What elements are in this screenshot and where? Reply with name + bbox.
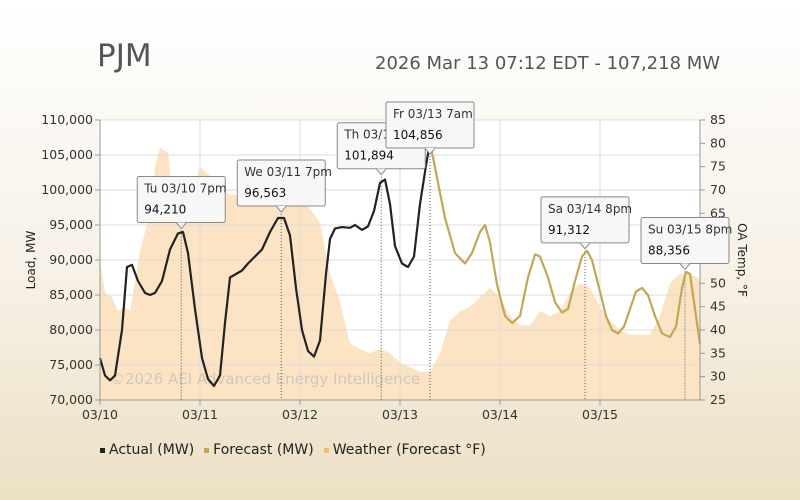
peak-tooltip-label: Su 03/15 8pm bbox=[648, 223, 732, 237]
y2-tick-label: 30 bbox=[710, 369, 726, 384]
peak-tooltip-label: We 03/11 7pm bbox=[244, 165, 332, 179]
y2-tick-label: 25 bbox=[710, 392, 726, 407]
legend-swatch-weather bbox=[323, 447, 329, 453]
peak-tooltip-label: Tu 03/10 7pm bbox=[143, 182, 226, 196]
x-tick-label: 03/12 bbox=[282, 407, 318, 422]
y2-axis-title: OA Temp, °F bbox=[735, 223, 749, 297]
y-tick-label: 75,000 bbox=[49, 357, 93, 372]
page-subtitle: 2026 Mar 13 07:12 EDT - 107,218 MW bbox=[375, 53, 721, 74]
y-tick-label: 80,000 bbox=[49, 322, 93, 337]
x-tick-label: 03/11 bbox=[182, 407, 218, 422]
watermark-text: ©2026 AEI Advanced Energy Intelligence bbox=[110, 370, 420, 388]
y2-tick-label: 70 bbox=[710, 182, 726, 197]
y2-tick-label: 75 bbox=[710, 159, 726, 174]
peak-tooltip: We 03/11 7pm 96,563 bbox=[236, 159, 332, 213]
y2-tick-label: 80 bbox=[710, 135, 726, 150]
y-tick-label: 90,000 bbox=[49, 252, 93, 267]
peak-tooltip-pointer bbox=[175, 222, 187, 230]
y-tick-label: 70,000 bbox=[49, 392, 93, 407]
chart-legend: Actual (MW) Forecast (MW) Weather (Forec… bbox=[100, 442, 486, 458]
page-title: PJM bbox=[97, 38, 152, 74]
peak-tooltip-pointer bbox=[679, 263, 691, 271]
legend-item-actual[interactable]: Actual (MW) bbox=[100, 442, 194, 458]
y-tick-label: 85,000 bbox=[49, 287, 93, 302]
y2-tick-label: 35 bbox=[710, 345, 726, 360]
legend-label-forecast: Forecast (MW) bbox=[213, 442, 314, 458]
legend-item-weather[interactable]: Weather (Forecast °F) bbox=[323, 442, 486, 458]
peak-tooltip-label: Fr 03/13 7am bbox=[393, 107, 473, 121]
peak-tooltip: Su 03/15 8pm 88,356 bbox=[640, 217, 732, 271]
y-tick-label: 110,000 bbox=[41, 112, 93, 127]
y-tick-label: 100,000 bbox=[41, 182, 93, 197]
peak-tooltip-value: 96,563 bbox=[244, 186, 286, 200]
peak-tooltip-pointer bbox=[579, 242, 591, 250]
watermark: ©2026 AEI Advanced Energy Intelligence bbox=[110, 370, 420, 388]
peak-tooltip-value: 88,356 bbox=[648, 244, 690, 258]
legend-item-forecast[interactable]: Forecast (MW) bbox=[204, 442, 314, 458]
y-tick-label: 105,000 bbox=[41, 147, 93, 162]
peak-tooltip-pointer bbox=[375, 168, 387, 176]
legend-label-weather: Weather (Forecast °F) bbox=[332, 442, 486, 458]
legend-swatch-forecast bbox=[204, 447, 210, 453]
x-tick-label: 03/13 bbox=[382, 407, 418, 422]
y-tick-label: 95,000 bbox=[49, 217, 93, 232]
peak-tooltip-label: Th 03/1 bbox=[343, 128, 390, 142]
x-tick-label: 03/14 bbox=[482, 407, 518, 422]
y2-tick-label: 65 bbox=[710, 205, 726, 220]
x-tick-label: 03/15 bbox=[582, 407, 618, 422]
x-tick-label: 03/10 bbox=[82, 407, 118, 422]
peak-tooltip: Tu 03/10 7pm 94,210 bbox=[136, 176, 227, 230]
legend-label-actual: Actual (MW) bbox=[109, 442, 195, 458]
tooltip-layer: Tu 03/10 7pm 94,210 We 03/11 7pm 96,563 Th 0… bbox=[136, 101, 732, 271]
peak-tooltip-pointer bbox=[275, 205, 287, 213]
weather-layer bbox=[100, 148, 700, 400]
y2-tick-label: 45 bbox=[710, 299, 726, 314]
legend-swatch-actual bbox=[100, 447, 105, 453]
peak-tooltip: Sa 03/14 8pm 91,312 bbox=[540, 196, 632, 250]
peak-tooltip-label: Sa 03/14 8pm bbox=[548, 202, 632, 216]
weather-area bbox=[100, 148, 700, 400]
peak-tooltip-value: 101,894 bbox=[344, 149, 394, 163]
y-axis-title: Load, MW bbox=[24, 231, 38, 290]
marker-layer bbox=[180, 156, 686, 400]
peak-tooltip: Fr 03/13 7am 104,856 bbox=[385, 101, 475, 155]
y2-tick-label: 40 bbox=[710, 322, 726, 337]
peak-tooltip-value: 94,210 bbox=[144, 203, 186, 217]
peak-tooltip-pointer bbox=[424, 147, 436, 155]
forecast-load-line bbox=[428, 142, 702, 345]
peak-tooltip-value: 104,856 bbox=[393, 128, 443, 142]
y2-tick-label: 50 bbox=[710, 275, 726, 290]
axis-layer: 70,000 75,000 80,000 85,000 90,000 95,000 100,… bbox=[24, 112, 749, 422]
actual-load-line bbox=[98, 142, 432, 388]
peak-tooltip-value: 91,312 bbox=[548, 223, 590, 237]
line-layer bbox=[98, 142, 702, 388]
y2-tick-label: 85 bbox=[710, 112, 726, 127]
